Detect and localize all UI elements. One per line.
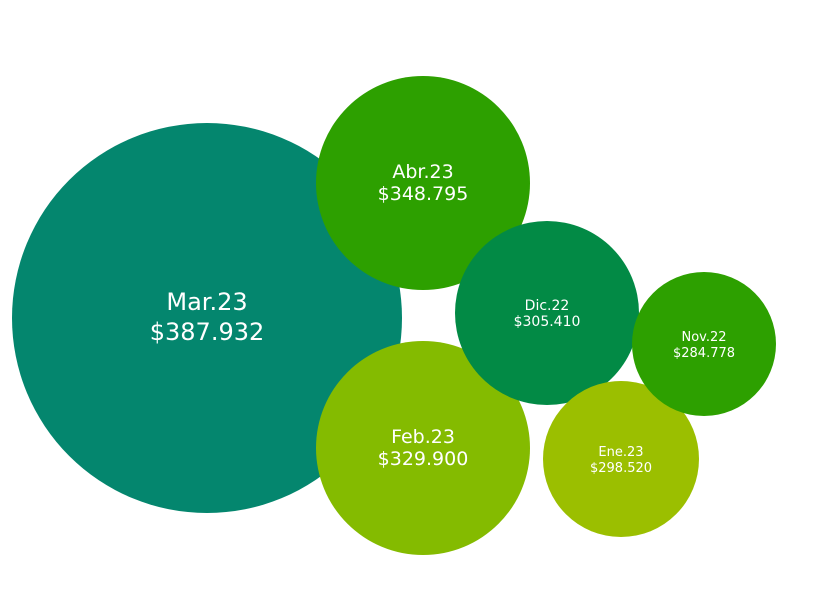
bubble-label: Dic.22 xyxy=(525,298,570,314)
bubble-nov-22 xyxy=(632,272,776,416)
bubble-ene-23 xyxy=(543,381,699,537)
bubble-value-label: $348.795 xyxy=(378,183,469,205)
bubble-abr-23 xyxy=(316,76,530,290)
bubble-label: Nov.22 xyxy=(681,330,726,345)
bubble-label: Abr.23 xyxy=(392,161,453,183)
bubble-label: Feb.23 xyxy=(391,426,455,448)
bubble-dic-22 xyxy=(455,221,639,405)
bubble-value-label: $305.410 xyxy=(514,314,581,330)
bubble-mar-23 xyxy=(12,123,402,513)
bubble-label: Ene.23 xyxy=(598,445,643,460)
bubble-value-label: $329.900 xyxy=(378,448,469,470)
bubble-value-label: $284.778 xyxy=(673,346,735,361)
bubble-label: Mar.23 xyxy=(166,288,247,316)
bubble-feb-23 xyxy=(316,341,530,555)
bubble-value-label: $387.932 xyxy=(150,318,265,346)
bubble-value-label: $298.520 xyxy=(590,461,652,476)
